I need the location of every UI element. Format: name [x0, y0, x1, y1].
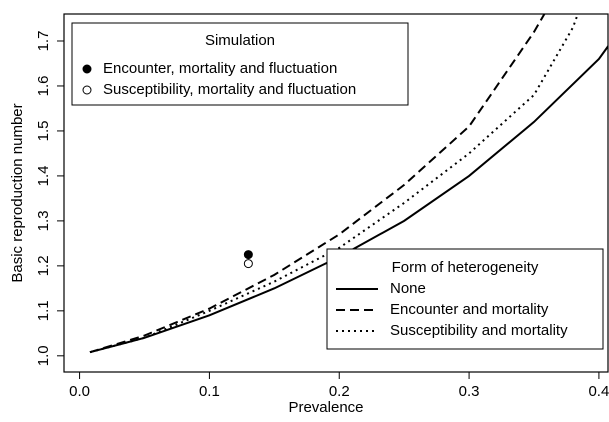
legend-title: Simulation [205, 32, 275, 49]
y-tick-label: 1.2 [35, 255, 52, 276]
sim-point [243, 250, 253, 260]
y-axis-label: Basic reproduction number [9, 103, 26, 282]
legend-box [326, 248, 604, 350]
x-tick-label: 0.4 [588, 383, 609, 400]
y-tick-label: 1.5 [35, 121, 52, 142]
y-tick-label: 1.1 [35, 300, 52, 321]
curve [89, 14, 579, 354]
y-tick-label: 1.4 [35, 165, 52, 186]
x-tick-label: 0.0 [69, 383, 90, 400]
sim-point [243, 259, 253, 269]
y-tick-label: 1.0 [35, 345, 52, 366]
y-tick-label: 1.7 [35, 31, 52, 52]
legend-label: Susceptibility and mortality [390, 322, 568, 339]
legend-label: Susceptibility, mortality and fluctuatio… [103, 81, 356, 98]
legend-label: Encounter, mortality and fluctuation [103, 60, 337, 77]
x-axis-label: Prevalence [288, 399, 363, 416]
legend-marker [82, 85, 92, 95]
legend-title: Form of heterogeneity [392, 259, 539, 276]
y-tick-label: 1.3 [35, 210, 52, 231]
curve [89, 14, 546, 354]
x-tick-label: 0.3 [459, 383, 480, 400]
x-tick-label: 0.2 [329, 383, 350, 400]
curve [89, 44, 608, 354]
plot-area [89, 14, 608, 354]
y-tick-label: 1.6 [35, 76, 52, 97]
plot-frame [63, 13, 609, 373]
legend-box [71, 22, 409, 106]
legend-marker [82, 64, 92, 74]
x-tick-label: 0.1 [199, 383, 220, 400]
legend-label: None [390, 280, 426, 297]
legend-label: Encounter and mortality [390, 301, 549, 318]
